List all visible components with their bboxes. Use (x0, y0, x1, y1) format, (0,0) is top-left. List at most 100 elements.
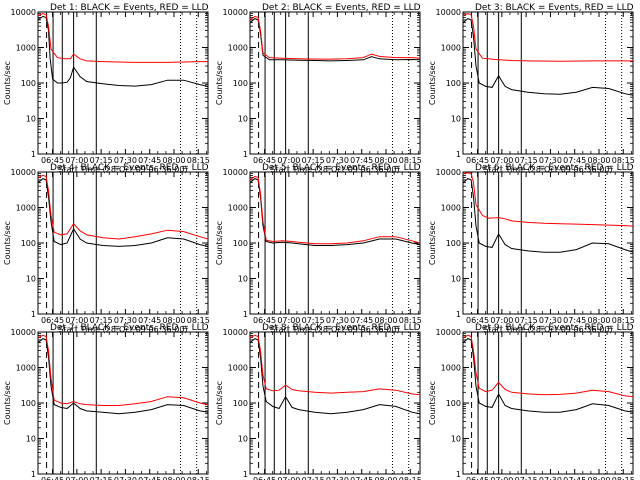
x-tick-label: 06:45 (253, 156, 276, 165)
plot-frame (462, 11, 634, 155)
events-series-line (463, 338, 633, 413)
y-tick-label: 1 (243, 470, 248, 479)
y-tick-label: 10 (451, 115, 461, 124)
x-tick-label: 07:30 (114, 156, 137, 165)
x-tick-label: 08:15 (399, 476, 422, 480)
y-tick-label: 1 (243, 150, 248, 159)
y-axis-label: Counts/sec (215, 221, 224, 265)
panel-det-3: Det 3: BLACK = Events, RED = LLD 1 10 100 10… (428, 3, 635, 174)
x-tick-label: 07:15 (90, 476, 113, 480)
x-tick-label: 07:15 (302, 476, 325, 480)
lld-series-line (463, 172, 633, 227)
y-tick-label: 10 (26, 275, 36, 284)
plot-area (38, 12, 208, 154)
panel-title: Det 1: BLACK = Events, RED = LLD (50, 3, 209, 13)
x-tick-label: 07:00 (490, 476, 513, 480)
x-tick-label: 07:15 (515, 476, 538, 480)
x-tick-label: 07:45 (350, 156, 373, 165)
x-tick-label: 07:15 (90, 156, 113, 165)
x-tick-label: 07:00 (490, 156, 513, 165)
x-tick-label: 07:30 (539, 476, 562, 480)
x-tick-label: 07:45 (138, 476, 161, 480)
events-series-line (38, 338, 208, 415)
x-tick-label: 08:15 (187, 476, 210, 480)
lld-series-line (38, 334, 208, 406)
y-axis-label: Counts/sec (215, 381, 224, 425)
y-tick-label: 10000 (223, 168, 248, 177)
x-tick-label: 07:15 (515, 316, 538, 325)
y-tick-label: 1000 (228, 44, 248, 53)
x-tick-label: 08:00 (374, 476, 397, 480)
panel-det-4: Det 4: BLACK = Events, RED = LLD 1 10 100 10… (3, 163, 210, 334)
x-axis-label: Start Time (28-Oct-09 06:36:00) (58, 325, 187, 334)
y-tick-label: 10 (238, 115, 248, 124)
y-tick-label: 100 (21, 239, 36, 248)
x-tick-label: 08:15 (612, 316, 635, 325)
plot-area (38, 172, 208, 314)
y-tick-label: 10000 (11, 8, 36, 17)
panel-det-7: Det 7: BLACK = Events, RED = LLD 1 10 100 10… (3, 323, 210, 480)
y-tick-label: 100 (446, 79, 461, 88)
y-tick-label: 100 (233, 79, 248, 88)
x-tick-label: 07:45 (138, 316, 161, 325)
y-tick-label: 1000 (16, 204, 36, 213)
x-tick-label: 07:00 (65, 316, 88, 325)
x-tick-label: 07:45 (563, 156, 586, 165)
y-tick-label: 10000 (436, 168, 461, 177)
x-tick-label: 07:30 (114, 476, 137, 480)
x-tick-label: 07:00 (490, 316, 513, 325)
y-axis-label: Counts/sec (215, 61, 224, 105)
x-tick-label: 08:00 (587, 476, 610, 480)
panel-title: Det 7: BLACK = Events, RED = LLD (50, 323, 209, 333)
y-tick-label: 100 (446, 239, 461, 248)
x-tick-label: 07:30 (114, 316, 137, 325)
x-tick-label: 06:45 (41, 476, 64, 480)
panel-title: Det 3: BLACK = Events, RED = LLD (475, 3, 634, 13)
x-tick-label: 08:15 (612, 156, 635, 165)
panel-det-9: Det 9: BLACK = Events, RED = LLD 1 10 100 10… (428, 323, 635, 480)
x-tick-label: 07:30 (539, 156, 562, 165)
x-tick-label: 07:45 (563, 476, 586, 480)
x-tick-label: 08:15 (399, 316, 422, 325)
x-tick-label: 06:45 (41, 316, 64, 325)
x-tick-label: 08:15 (187, 316, 210, 325)
x-tick-label: 06:45 (253, 476, 276, 480)
x-tick-label: 08:00 (162, 156, 185, 165)
panel-title: Det 2: BLACK = Events, RED = LLD (262, 3, 421, 13)
events-series-line (250, 18, 420, 62)
y-tick-label: 10000 (11, 328, 36, 337)
panel-det-5: Det 5: BLACK = Events, RED = LLD 1 10 100 10… (215, 163, 422, 334)
y-tick-label: 100 (233, 239, 248, 248)
y-tick-label: 10000 (11, 168, 36, 177)
x-axis-label: Start Time (28-Oct-09 06:36:00) (270, 165, 399, 174)
x-tick-label: 07:45 (138, 156, 161, 165)
plot-frame (462, 171, 634, 315)
y-axis-label: Counts/sec (3, 61, 12, 105)
y-tick-label: 1 (31, 150, 36, 159)
plot-area (463, 172, 633, 314)
lld-series-line (463, 334, 633, 398)
y-tick-label: 1000 (441, 204, 461, 213)
y-tick-label: 10000 (436, 328, 461, 337)
y-axis-label: Counts/sec (428, 381, 437, 425)
x-tick-label: 07:45 (563, 316, 586, 325)
plot-area (38, 332, 208, 474)
plot-area (250, 332, 420, 474)
plot-area (463, 332, 633, 474)
x-tick-label: 06:45 (466, 156, 489, 165)
x-tick-label: 07:15 (515, 156, 538, 165)
plot-frame (249, 11, 421, 155)
events-series-line (38, 15, 208, 87)
y-tick-label: 100 (233, 399, 248, 408)
y-tick-label: 10 (238, 275, 248, 284)
y-tick-label: 10 (451, 435, 461, 444)
plot-frame (462, 331, 634, 475)
panel-title: Det 6: BLACK = Events, RED = LLD (475, 163, 634, 173)
panel-det-6: Det 6: BLACK = Events, RED = LLD 1 10 100 10… (428, 163, 635, 334)
x-tick-label: 08:00 (374, 156, 397, 165)
x-tick-label: 07:30 (326, 156, 349, 165)
lld-series-line (250, 15, 420, 60)
x-tick-label: 06:45 (253, 316, 276, 325)
panel-title: Det 4: BLACK = Events, RED = LLD (50, 163, 209, 173)
